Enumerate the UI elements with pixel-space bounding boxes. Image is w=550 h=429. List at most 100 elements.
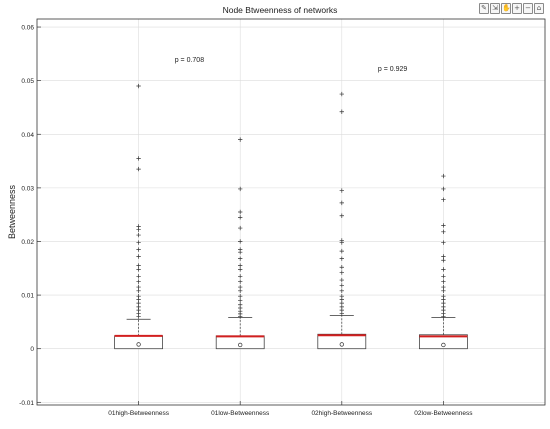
y-tick-label: 0.01 (21, 293, 34, 300)
outlier-point (238, 263, 243, 268)
chart-title: Node Btweenness of networks (223, 5, 338, 15)
outlier-point (136, 83, 141, 89)
outlier-point (136, 166, 141, 172)
box-mean-marker (238, 342, 243, 348)
figure-toolbar: ✎ ⇲ ✋ + − ⌂ (479, 3, 544, 14)
zoom-in-icon[interactable]: + (512, 3, 522, 14)
outlier-point (441, 284, 446, 290)
box-group (418, 173, 468, 350)
export-icon[interactable]: ⇲ (490, 3, 500, 14)
outlier-point (441, 288, 446, 294)
outlier-point (441, 173, 446, 179)
outlier-point (136, 279, 141, 284)
outlier-point (441, 240, 446, 245)
y-tick-label: 0.06 (21, 25, 34, 32)
outlier-point (136, 314, 141, 319)
p-value-annotation: p = 0.708 (175, 57, 204, 64)
outlier-point (339, 265, 344, 270)
y-tick-label: 0.02 (21, 239, 34, 246)
plot-frame (36, 18, 546, 406)
outlier-point (441, 254, 446, 259)
outlier-point (238, 250, 243, 255)
outlier-point (136, 263, 141, 268)
pan-icon[interactable]: ✋ (501, 3, 511, 14)
y-tick-label: 0.04 (21, 132, 34, 139)
outlier-point (339, 213, 344, 218)
outlier-point (136, 227, 141, 232)
outlier-point (136, 156, 141, 161)
x-tick-label: 01high-Betweenness (108, 410, 169, 417)
outlier-point (339, 277, 344, 283)
outlier-point (238, 274, 243, 279)
outlier-point (136, 288, 141, 294)
zoom-out-icon[interactable]: − (523, 3, 533, 14)
outlier-point (339, 240, 344, 245)
box-rect (317, 333, 367, 350)
y-axis-label: Betweenness (7, 184, 17, 239)
outlier-point (339, 283, 344, 288)
outlier-point (136, 247, 141, 252)
outlier-point (238, 284, 243, 290)
x-tick-label: 02low-Betweenness (414, 410, 473, 417)
outlier-point (136, 267, 141, 272)
box-group (317, 91, 367, 350)
outlier-point (238, 137, 243, 142)
outlier-point (238, 209, 243, 215)
outlier-point (339, 311, 344, 316)
box-mean-marker (339, 342, 344, 347)
home-icon[interactable]: ⌂ (534, 3, 544, 14)
p-value-annotation: p = 0.929 (378, 66, 407, 73)
outlier-point (136, 300, 141, 306)
outlier-point (238, 215, 243, 220)
outlier-point (238, 239, 243, 244)
outlier-point (238, 314, 243, 319)
brush-icon[interactable]: ✎ (479, 3, 489, 14)
y-tick-label: 0.05 (21, 78, 34, 85)
outlier-point (238, 225, 243, 231)
outlier-point (441, 297, 446, 302)
outlier-point (441, 300, 446, 306)
outlier-point (339, 256, 344, 261)
outlier-point (238, 279, 243, 284)
outlier-point (136, 274, 141, 279)
y-tick-label: 0 (30, 346, 34, 353)
outlier-point (339, 248, 344, 254)
outlier-point (136, 297, 141, 302)
outlier-point (441, 258, 446, 263)
y-tick-label: -0.01 (19, 400, 34, 407)
x-tick-label: 01low-Betweenness (211, 410, 270, 417)
box-mean-marker (441, 342, 446, 348)
outlier-point (238, 293, 243, 299)
outlier-point (136, 240, 141, 245)
outlier-point (441, 197, 446, 202)
outlier-point (441, 267, 446, 272)
outlier-point (339, 300, 344, 306)
outlier-point (238, 288, 243, 294)
outlier-point (339, 188, 344, 193)
box-group (114, 83, 163, 350)
outlier-point (136, 232, 141, 238)
outlier-point (136, 254, 141, 259)
x-tick-label: 02high-Betweenness (311, 410, 372, 417)
outlier-point (238, 267, 243, 272)
y-tick-label: 0.03 (21, 185, 34, 192)
outlier-point (441, 314, 446, 319)
outlier-point (339, 200, 344, 206)
box-rect (418, 334, 468, 350)
outlier-point (339, 297, 344, 302)
outlier-point (441, 223, 446, 228)
outlier-point (339, 91, 344, 97)
outlier-point (339, 109, 344, 114)
box-mean-marker (136, 342, 141, 347)
outlier-point (238, 256, 243, 261)
outlier-point (238, 298, 243, 303)
outlier-point (136, 284, 141, 290)
outlier-point (441, 279, 446, 284)
outlier-point (339, 270, 344, 275)
outlier-point (441, 229, 446, 235)
box-group (215, 137, 265, 350)
outlier-point (339, 288, 344, 294)
outlier-point (441, 274, 446, 279)
outlier-point (441, 186, 446, 192)
